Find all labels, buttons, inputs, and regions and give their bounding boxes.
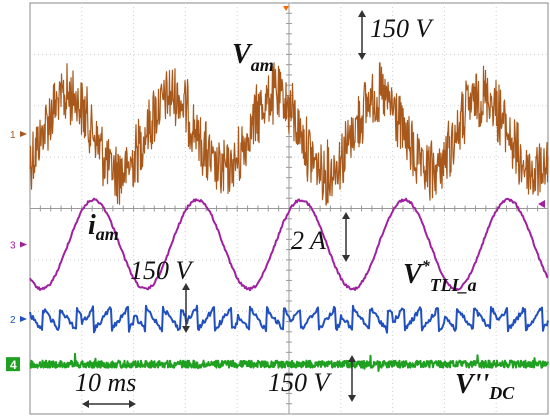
scale-arrow-head (348, 355, 356, 362)
channel-marker-arrow (20, 131, 27, 138)
channel-marker-number: 2 (10, 315, 16, 326)
scale-label-mid: 150 V (130, 256, 195, 285)
channel-marker-arrow (20, 241, 27, 248)
trace-channel-4 (29, 352, 549, 372)
series-label-vtli: V*TLI_a (403, 258, 477, 295)
time-scale-label: 10 ms (75, 368, 136, 397)
scale-label-top: 150 V (370, 14, 435, 43)
trigger-marker (283, 6, 289, 11)
traces (29, 62, 549, 372)
channel-marker-number: 3 (10, 240, 16, 251)
channel-marker-number: 4 (10, 358, 17, 372)
scale-arrow-head (82, 400, 89, 408)
scale-arrow-head (182, 326, 190, 333)
trigger-level-marker (538, 200, 545, 208)
scale-label-bottom: 150 V (268, 368, 333, 397)
channel-markers: 1 3 2 4 (6, 130, 545, 372)
scale-arrow-head (348, 395, 356, 402)
series-label-iam: iam (88, 210, 119, 244)
scale-arrow-head (358, 10, 366, 17)
grid (29, 2, 549, 415)
scale-arrow-head (342, 212, 350, 219)
scale-arrow-head (342, 255, 350, 262)
scale-arrow-head (129, 400, 136, 408)
scale-label-current: 2 A (291, 226, 326, 255)
channel-marker-number: 1 (10, 130, 16, 141)
scale-arrows (82, 10, 366, 408)
channel-marker-box (6, 357, 20, 372)
trace-channel-2 (29, 304, 549, 334)
channel-marker-arrow (20, 315, 27, 322)
trace-channel-1 (29, 62, 549, 206)
scale-arrow-head (182, 283, 190, 290)
series-label-vam: Vam (232, 39, 274, 75)
trace-channel-3 (29, 197, 549, 292)
scale-arrow-head (358, 53, 366, 60)
series-label-vdc: V''DC (455, 369, 515, 403)
